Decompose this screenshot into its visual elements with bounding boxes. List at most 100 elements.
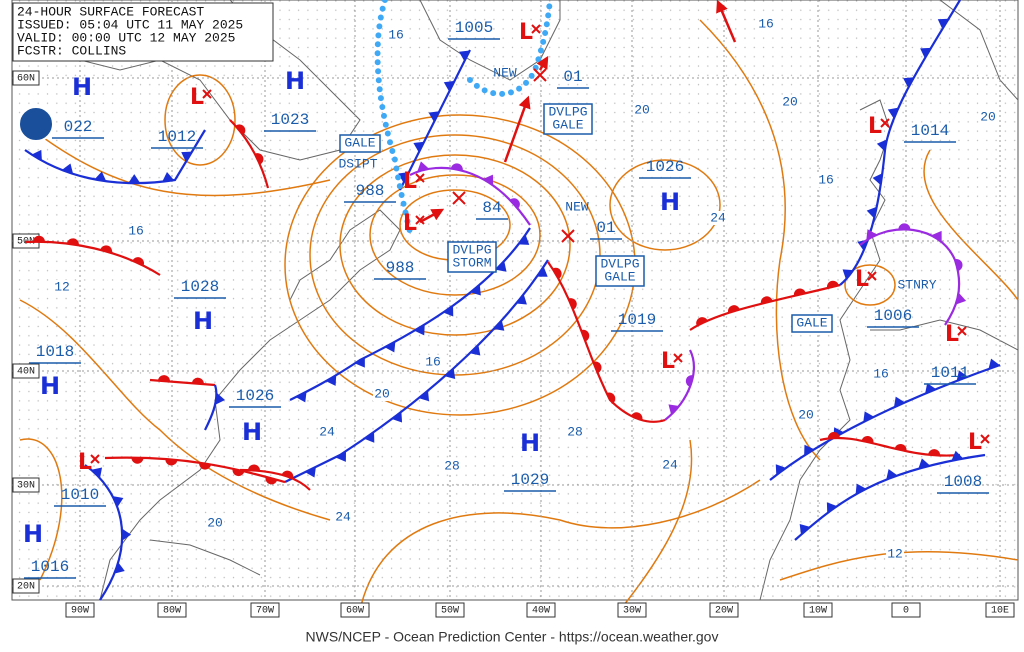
low-cross <box>867 271 877 281</box>
front-triangle <box>417 161 429 172</box>
front-triangle <box>470 284 481 296</box>
isobar-label: 28 <box>567 424 583 439</box>
annotation: GALE <box>796 315 827 330</box>
front-triangle <box>112 496 124 508</box>
isobar-label: 16 <box>818 172 834 187</box>
high-symbol: H <box>242 418 262 446</box>
longitude-label: 60W <box>346 606 364 617</box>
longitude-box <box>157 602 187 618</box>
front-semicircle <box>894 443 907 452</box>
low-cross <box>415 173 425 183</box>
isobar-label-bg <box>633 103 651 117</box>
latitude-label: 20N <box>17 582 35 593</box>
front-triangle <box>443 305 454 317</box>
annotation: DVLPG <box>452 242 491 257</box>
front-triangle <box>866 206 877 219</box>
high-symbol: H <box>72 73 92 101</box>
latitude-box <box>12 477 40 493</box>
longitude-box <box>65 602 95 618</box>
front-triangle <box>518 234 530 245</box>
isobar-label-bg <box>979 110 997 124</box>
longitude-label: 80W <box>163 606 181 617</box>
header-valid: VALID: 00:00 UTC 12 MAY 2025 <box>17 30 235 45</box>
pressure-label: 1026 <box>646 158 684 176</box>
longitude-box <box>803 602 833 618</box>
front-triangle <box>876 139 887 152</box>
isobar-label: 24 <box>319 424 335 439</box>
movement-arrow <box>536 55 549 71</box>
front-triangle <box>826 502 838 514</box>
pressure-label: 988 <box>356 182 385 200</box>
front-semicircle <box>265 476 278 485</box>
front-triangle <box>920 47 931 59</box>
annotation: NEW <box>565 199 589 214</box>
front-semicircle <box>199 462 212 470</box>
ice-edge <box>374 0 413 235</box>
low-symbol: L <box>855 267 869 292</box>
front-semicircle <box>760 296 773 304</box>
front-triangle <box>887 107 899 119</box>
longitude-label: 20W <box>715 606 733 617</box>
pressure-label: 84 <box>482 199 501 217</box>
longitude-box <box>709 602 739 618</box>
pressure-label: 988 <box>386 259 415 277</box>
longitude-box <box>435 602 465 618</box>
longitude-label: 50W <box>441 606 459 617</box>
front-triangle <box>181 151 193 162</box>
front-triangle <box>305 466 316 478</box>
front-triangle <box>215 392 225 405</box>
isobar-label-bg <box>566 425 584 439</box>
front-semicircle <box>254 153 264 165</box>
front-triangle <box>295 391 307 403</box>
front-semicircle <box>281 470 294 479</box>
isobar-label-bg <box>53 280 71 294</box>
low-cross <box>90 454 100 464</box>
occl-front <box>409 166 531 226</box>
pressure-label: 022 <box>64 118 93 136</box>
pressure-label: 1010 <box>61 486 99 504</box>
pressure-label: 1016 <box>31 558 69 576</box>
isobar-label: 20 <box>782 94 798 109</box>
front-triangle <box>61 163 74 174</box>
isobar-label: 24 <box>662 457 678 472</box>
front-semicircle <box>606 392 616 404</box>
front-triangle <box>872 173 883 186</box>
cold-front <box>794 453 986 541</box>
movement-arrow <box>419 208 445 224</box>
front-triangle <box>937 18 949 30</box>
annotation: GALE <box>604 269 635 284</box>
isobar-label: 12 <box>54 279 70 294</box>
header-title: 24-HOUR SURFACE FORECAST <box>17 4 204 19</box>
low-symbol: L <box>78 450 92 475</box>
header-box: 24-HOUR SURFACE FORECAST ISSUED: 05:04 U… <box>12 2 274 62</box>
isobar-label-bg <box>797 408 815 422</box>
front-triangle <box>493 320 505 331</box>
low-cross <box>415 215 425 225</box>
front-triangle <box>775 464 786 476</box>
isobar-label-bg <box>709 211 727 225</box>
low-symbol: L <box>968 430 982 455</box>
front-semicircle <box>928 449 941 456</box>
pressure-label: 01 <box>563 68 582 86</box>
front-triangle <box>668 404 680 415</box>
front-triangle <box>857 239 868 251</box>
front-triangle <box>335 451 346 462</box>
isobar-label-bg <box>424 355 442 369</box>
isobar-label: 24 <box>710 210 726 225</box>
pressure-label: 1006 <box>874 307 912 325</box>
front-triangle <box>988 358 1000 370</box>
low-cross <box>980 434 990 444</box>
isobar-label: 28 <box>444 458 460 473</box>
front-triangle <box>444 368 456 379</box>
front-triangle <box>114 562 125 574</box>
cold-front <box>769 363 1001 481</box>
pressure-label: 1019 <box>618 311 656 329</box>
longitude-box <box>340 602 370 618</box>
header-forecaster: FCSTR: COLLINS <box>17 43 126 58</box>
front-triangle <box>325 375 337 386</box>
occl-front <box>859 228 961 326</box>
high-symbol: H <box>23 520 43 548</box>
high-symbol: H <box>285 67 305 95</box>
front-semicircle <box>827 280 839 289</box>
